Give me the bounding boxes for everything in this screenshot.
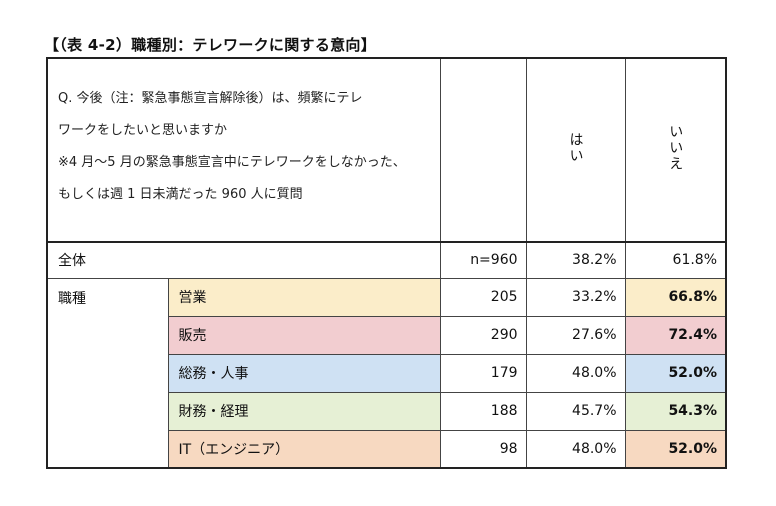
row-no: 54.3% [624, 391, 728, 431]
total-n: n=960 [439, 241, 527, 279]
row-no: 72.4% [624, 315, 728, 355]
question-line: Q. 今後（注：緊急事態宣言解除後）は、頻繁にテレ [58, 91, 363, 106]
row-yes: 27.6% [525, 315, 626, 355]
row-n: 290 [439, 315, 527, 355]
table-title: 【（表 4-2）職種別：テレワークに関する意向】 [44, 36, 377, 54]
question-line: もしくは週 1 日未満だった 960 人に質問 [58, 187, 303, 202]
row-yes: 48.0% [525, 353, 626, 393]
question-cell: Q. 今後（注：緊急事態宣言解除後）は、頻繁にテレ ワークをしたいと思いますか … [45, 57, 441, 243]
no-header-cell: いいえ [624, 57, 728, 243]
yes-header-cell: はい [525, 57, 626, 243]
question-line: ワークをしたいと思いますか [58, 123, 228, 138]
table-row: 財務・経理 188 45.7% 54.3% [47, 391, 728, 431]
row-label: IT（エンジニア） [167, 429, 441, 469]
table-row: 販売 290 27.6% 72.4% [47, 315, 728, 355]
row-label: 営業 [167, 277, 441, 317]
group-label: 職種 [46, 277, 169, 469]
total-no: 61.8% [624, 241, 728, 279]
total-yes: 38.2% [525, 241, 626, 279]
yes-header-label: はい [567, 132, 584, 164]
row-n: 179 [439, 353, 527, 393]
row-no: 52.0% [624, 353, 728, 393]
row-n: 188 [439, 391, 527, 431]
total-row: 全体 n=960 38.2% 61.8% [45, 241, 728, 279]
row-no: 52.0% [624, 429, 728, 469]
row-label: 財務・経理 [167, 391, 441, 431]
row-yes: 33.2% [525, 277, 626, 317]
no-header-label: いいえ [667, 124, 684, 172]
header-row: Q. 今後（注：緊急事態宣言解除後）は、頻繁にテレ ワークをしたいと思いますか … [45, 57, 728, 243]
table-row: IT（エンジニア） 98 48.0% 52.0% [47, 429, 728, 469]
row-yes: 45.7% [525, 391, 626, 431]
question-line: ※4 月～5 月の緊急事態宣言中にテレワークをしなかった、 [58, 155, 406, 170]
row-n: 205 [439, 277, 527, 317]
row-yes: 48.0% [525, 429, 626, 469]
row-label: 販売 [167, 315, 441, 355]
row-label: 総務・人事 [167, 353, 441, 393]
table-row: 職種 営業 205 33.2% 66.8% [46, 277, 728, 469]
total-label: 全体 [45, 241, 441, 279]
table-row: 総務・人事 179 48.0% 52.0% [47, 353, 728, 393]
row-no: 66.8% [624, 277, 728, 317]
row-n: 98 [439, 429, 527, 469]
survey-table: Q. 今後（注：緊急事態宣言解除後）は、頻繁にテレ ワークをしたいと思いますか … [45, 57, 728, 469]
n-header-cell [439, 57, 527, 243]
